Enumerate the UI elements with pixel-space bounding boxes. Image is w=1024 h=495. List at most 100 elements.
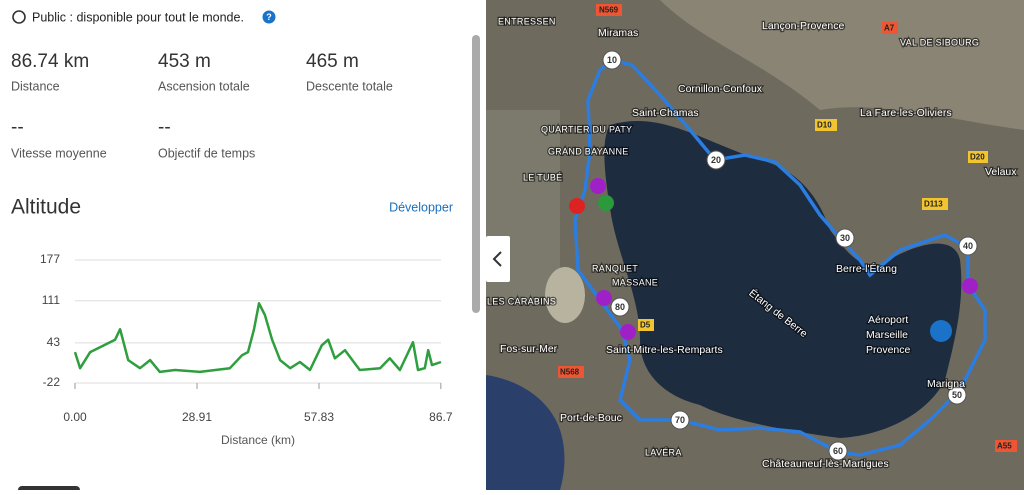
road-label: N569 — [599, 6, 619, 15]
place-label: LAVÉRA — [645, 447, 682, 457]
y-tick-label: 111 — [42, 293, 61, 307]
km-marker — [958, 236, 978, 256]
map: 10 20 30 40 50 60 70 80 ENTRESSEN Mirama… — [486, 0, 1024, 490]
poi-marker[interactable] — [620, 324, 636, 340]
place-label: GRAND BAYANNE — [548, 146, 629, 156]
side-panel — [0, 0, 486, 490]
salt-flat — [545, 267, 585, 323]
road-sign — [558, 366, 584, 378]
place-label: Lançon-Provence — [762, 20, 844, 32]
globe-icon — [12, 10, 26, 24]
km-marker — [947, 385, 967, 405]
x-tick-label: 86.7 — [429, 410, 453, 424]
km-label: 80 — [615, 302, 625, 312]
section-title: Altitude — [11, 196, 81, 219]
stat-label: Distance — [11, 79, 60, 93]
place-label: Marseille — [866, 329, 908, 341]
km-marker — [610, 297, 630, 317]
place-label: MASSANE — [612, 277, 658, 287]
place-label: LES CARABINS — [487, 296, 556, 306]
place-label: VAL DE SIBOURG — [900, 37, 979, 47]
place-label: Cornillon-Confoux — [678, 83, 763, 95]
km-label: 20 — [711, 155, 721, 165]
stat-label: Ascension totale — [158, 79, 250, 93]
km-label: 50 — [952, 390, 962, 400]
road-sign — [968, 151, 988, 163]
help-icon[interactable] — [262, 10, 276, 24]
place-label: Miramas — [598, 27, 638, 39]
road-label: A7 — [884, 24, 895, 33]
poi-marker[interactable] — [596, 290, 612, 306]
place-label: RANQUET — [592, 263, 638, 273]
road-labels: N569 A7 D113 D20 N568 D5 A55 D10 — [558, 4, 1017, 452]
road-label: A55 — [997, 442, 1012, 451]
km-label: 10 — [607, 55, 617, 65]
x-tick-label: 28.91 — [182, 410, 212, 424]
place-label: LE TUBÉ — [523, 172, 562, 182]
place-label: La Fare-les-Oliviers — [860, 107, 952, 119]
place-label: Port-de-Bouc — [560, 412, 622, 424]
place-label: Saint-Mitre-les-Remparts — [606, 344, 723, 356]
stat-value: -- — [11, 117, 24, 138]
km-marker — [828, 441, 848, 461]
poi-marker[interactable] — [962, 278, 978, 294]
route — [573, 58, 987, 457]
road-sign — [815, 119, 837, 131]
place-label: Saint-Chamas — [632, 107, 699, 119]
route-markers: 10 20 30 40 50 60 70 80 — [602, 50, 978, 461]
km-marker — [602, 50, 622, 70]
km-marker — [706, 150, 726, 170]
sea — [486, 375, 565, 490]
y-tick-label: 177 — [40, 252, 60, 266]
expand-link[interactable]: Développer — [389, 200, 453, 214]
km-label: 30 — [840, 233, 850, 243]
chevron — [492, 251, 502, 267]
place-label: Velaux — [985, 166, 1017, 178]
altitude-line — [73, 302, 442, 374]
place-label: QUARTIER DU PATY — [541, 124, 632, 134]
scrollbar[interactable] — [472, 35, 480, 313]
stat-label: Descente totale — [306, 79, 393, 93]
bottom-handle — [18, 486, 80, 494]
stat-label: Objectif de temps — [158, 146, 255, 160]
help-mark: ? — [266, 12, 272, 22]
km-label: 60 — [833, 446, 843, 456]
stat-label: Vitesse moyenne — [11, 146, 107, 160]
x-tick-label: 57.83 — [304, 410, 334, 424]
x-axis-label: Distance (km) — [221, 433, 295, 447]
road-sign — [922, 198, 948, 210]
airport-icon[interactable] — [930, 320, 952, 342]
y-tick-label: -22 — [43, 375, 61, 389]
km-label: 40 — [963, 241, 973, 251]
road-label: D5 — [640, 321, 651, 330]
lake — [604, 120, 962, 438]
stat-value: 453 m — [158, 51, 211, 72]
place-label: ENTRESSEN — [498, 16, 556, 26]
x-tick-label: 0.00 — [63, 410, 87, 424]
km-label: 70 — [675, 415, 685, 425]
collapse-button[interactable] — [486, 236, 510, 282]
road-sign — [882, 22, 898, 34]
poi-marker[interactable] — [590, 178, 606, 194]
visibility: Public : disponible pour tout le monde. — [32, 10, 244, 24]
place-label: Châteauneuf-lès-Martigues — [762, 458, 889, 470]
place-label: Aéroport — [868, 314, 908, 326]
km-marker — [835, 228, 855, 248]
place-label: Provence — [866, 344, 911, 356]
road-label: N568 — [560, 368, 580, 377]
start-marker[interactable] — [598, 195, 614, 211]
place-label: Fos-sur-Mer — [500, 343, 558, 355]
road-label: D10 — [817, 121, 832, 130]
map-labels: ENTRESSEN Miramas Lançon-Provence VAL DE… — [486, 15, 1019, 471]
place-label: Marigna — [927, 378, 965, 390]
end-marker[interactable] — [569, 198, 585, 214]
stat-value: 465 m — [306, 51, 359, 72]
y-tick-label: 43 — [47, 335, 61, 349]
road-label: D20 — [970, 153, 985, 162]
altitude-chart: -22 43 111 177 0.00 28.91 57.83 86.7 — [40, 252, 453, 424]
road-sign — [995, 440, 1017, 452]
stat-value: -- — [158, 117, 171, 138]
road-sign — [596, 4, 622, 16]
place-label: Berre-l'Étang — [836, 262, 897, 275]
